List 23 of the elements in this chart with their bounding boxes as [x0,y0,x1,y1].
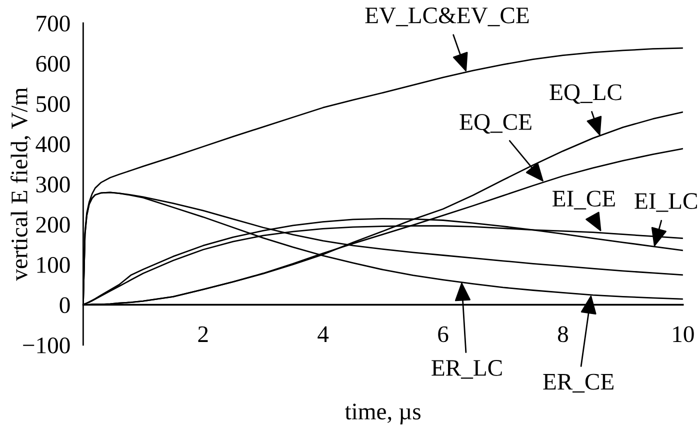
y-tick-label: 600 [36,56,70,72]
x-axis-title: time, µs [345,404,420,424]
annotation: EQ_LC [550,84,622,104]
x-tick-label: 2 [198,326,208,342]
y-tick-label: 300 [36,176,70,192]
y-tick-label: 500 [36,96,70,112]
annotation: EV_LC&EV_CE [365,7,529,26]
y-tick-label: 0 [60,297,70,314]
x-tick-label: 6 [438,326,448,342]
y-tick-label: 700 [36,16,70,32]
annotation: ER_LC [432,360,502,379]
x-tick-label: 4 [318,326,329,342]
y-tick-label: 400 [36,136,70,152]
annotation: EI_LC [634,193,697,212]
annotation: EI_CE [552,190,615,210]
annotation: EQ_CE [460,114,532,134]
x-tick-label: 10 [673,326,694,342]
x-tick-label: 8 [558,326,568,342]
annotation: ER_CE [543,374,614,393]
y-tick-label: 200 [36,216,70,233]
y-tick-label: 100 [37,256,70,273]
y-tick-label: −100 [23,337,70,354]
y-axis-title: vertical E field, V/m [10,88,31,281]
